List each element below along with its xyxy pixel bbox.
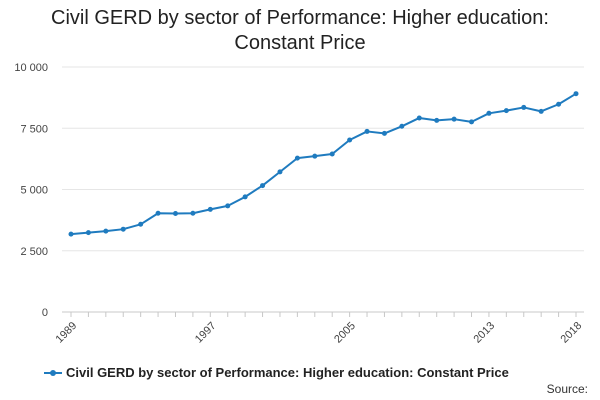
x-tick-label: 1989 [54,320,80,346]
data-point [399,123,405,129]
x-tick-label: 2005 [332,320,358,346]
data-point [451,116,457,122]
chart-title-line-2: Constant Price [234,32,366,54]
x-tick-label: 1997 [193,320,219,346]
y-tick-label: 2 500 [20,246,48,258]
data-point [538,108,544,114]
data-point [120,226,126,232]
chart-title: Civil GERD by sector of Performance: Hig… [0,6,600,56]
data-point [364,128,370,134]
data-point [312,153,318,159]
chart-title-line-1: Civil GERD by sector of Performance: Hig… [51,7,549,29]
data-point [68,231,74,237]
legend[interactable]: Civil GERD by sector of Performance: Hig… [44,365,509,380]
data-point [503,108,509,114]
data-point [329,151,335,157]
series-line [70,92,577,236]
data-point [242,194,248,200]
data-point [486,110,492,116]
y-tick-label: 7 500 [20,123,48,135]
data-point [260,183,266,189]
data-point [155,210,161,216]
y-tick-label: 5 000 [20,185,48,197]
data-point [416,115,422,121]
data-point [85,230,91,236]
data-point [277,169,283,175]
series-group [68,91,579,237]
data-point [556,101,562,107]
y-tick-label: 10 000 [14,62,48,74]
x-tick-label: 2013 [471,320,497,346]
data-point [225,203,231,209]
x-axis: 1989 1997 2005 2013 2018 [54,312,585,346]
data-point [190,210,196,216]
data-point [172,211,178,217]
data-point [521,104,527,110]
data-point [138,221,144,227]
legend-series-marker [44,368,62,378]
data-point [573,91,579,97]
data-point [381,130,387,136]
legend-series-label: Civil GERD by sector of Performance: Hig… [66,365,509,380]
data-point [294,155,300,161]
y-axis-ticks: 0 2 500 5 000 7 500 10 000 [14,62,48,319]
data-point [207,206,213,212]
source-label: Source: [546,382,588,396]
x-tick-label: 2018 [559,320,585,346]
grid-lines [62,66,584,313]
data-point [434,117,440,123]
data-point [347,137,353,143]
data-point [469,119,475,125]
data-point [103,228,109,234]
y-tick-label: 0 [42,307,48,319]
